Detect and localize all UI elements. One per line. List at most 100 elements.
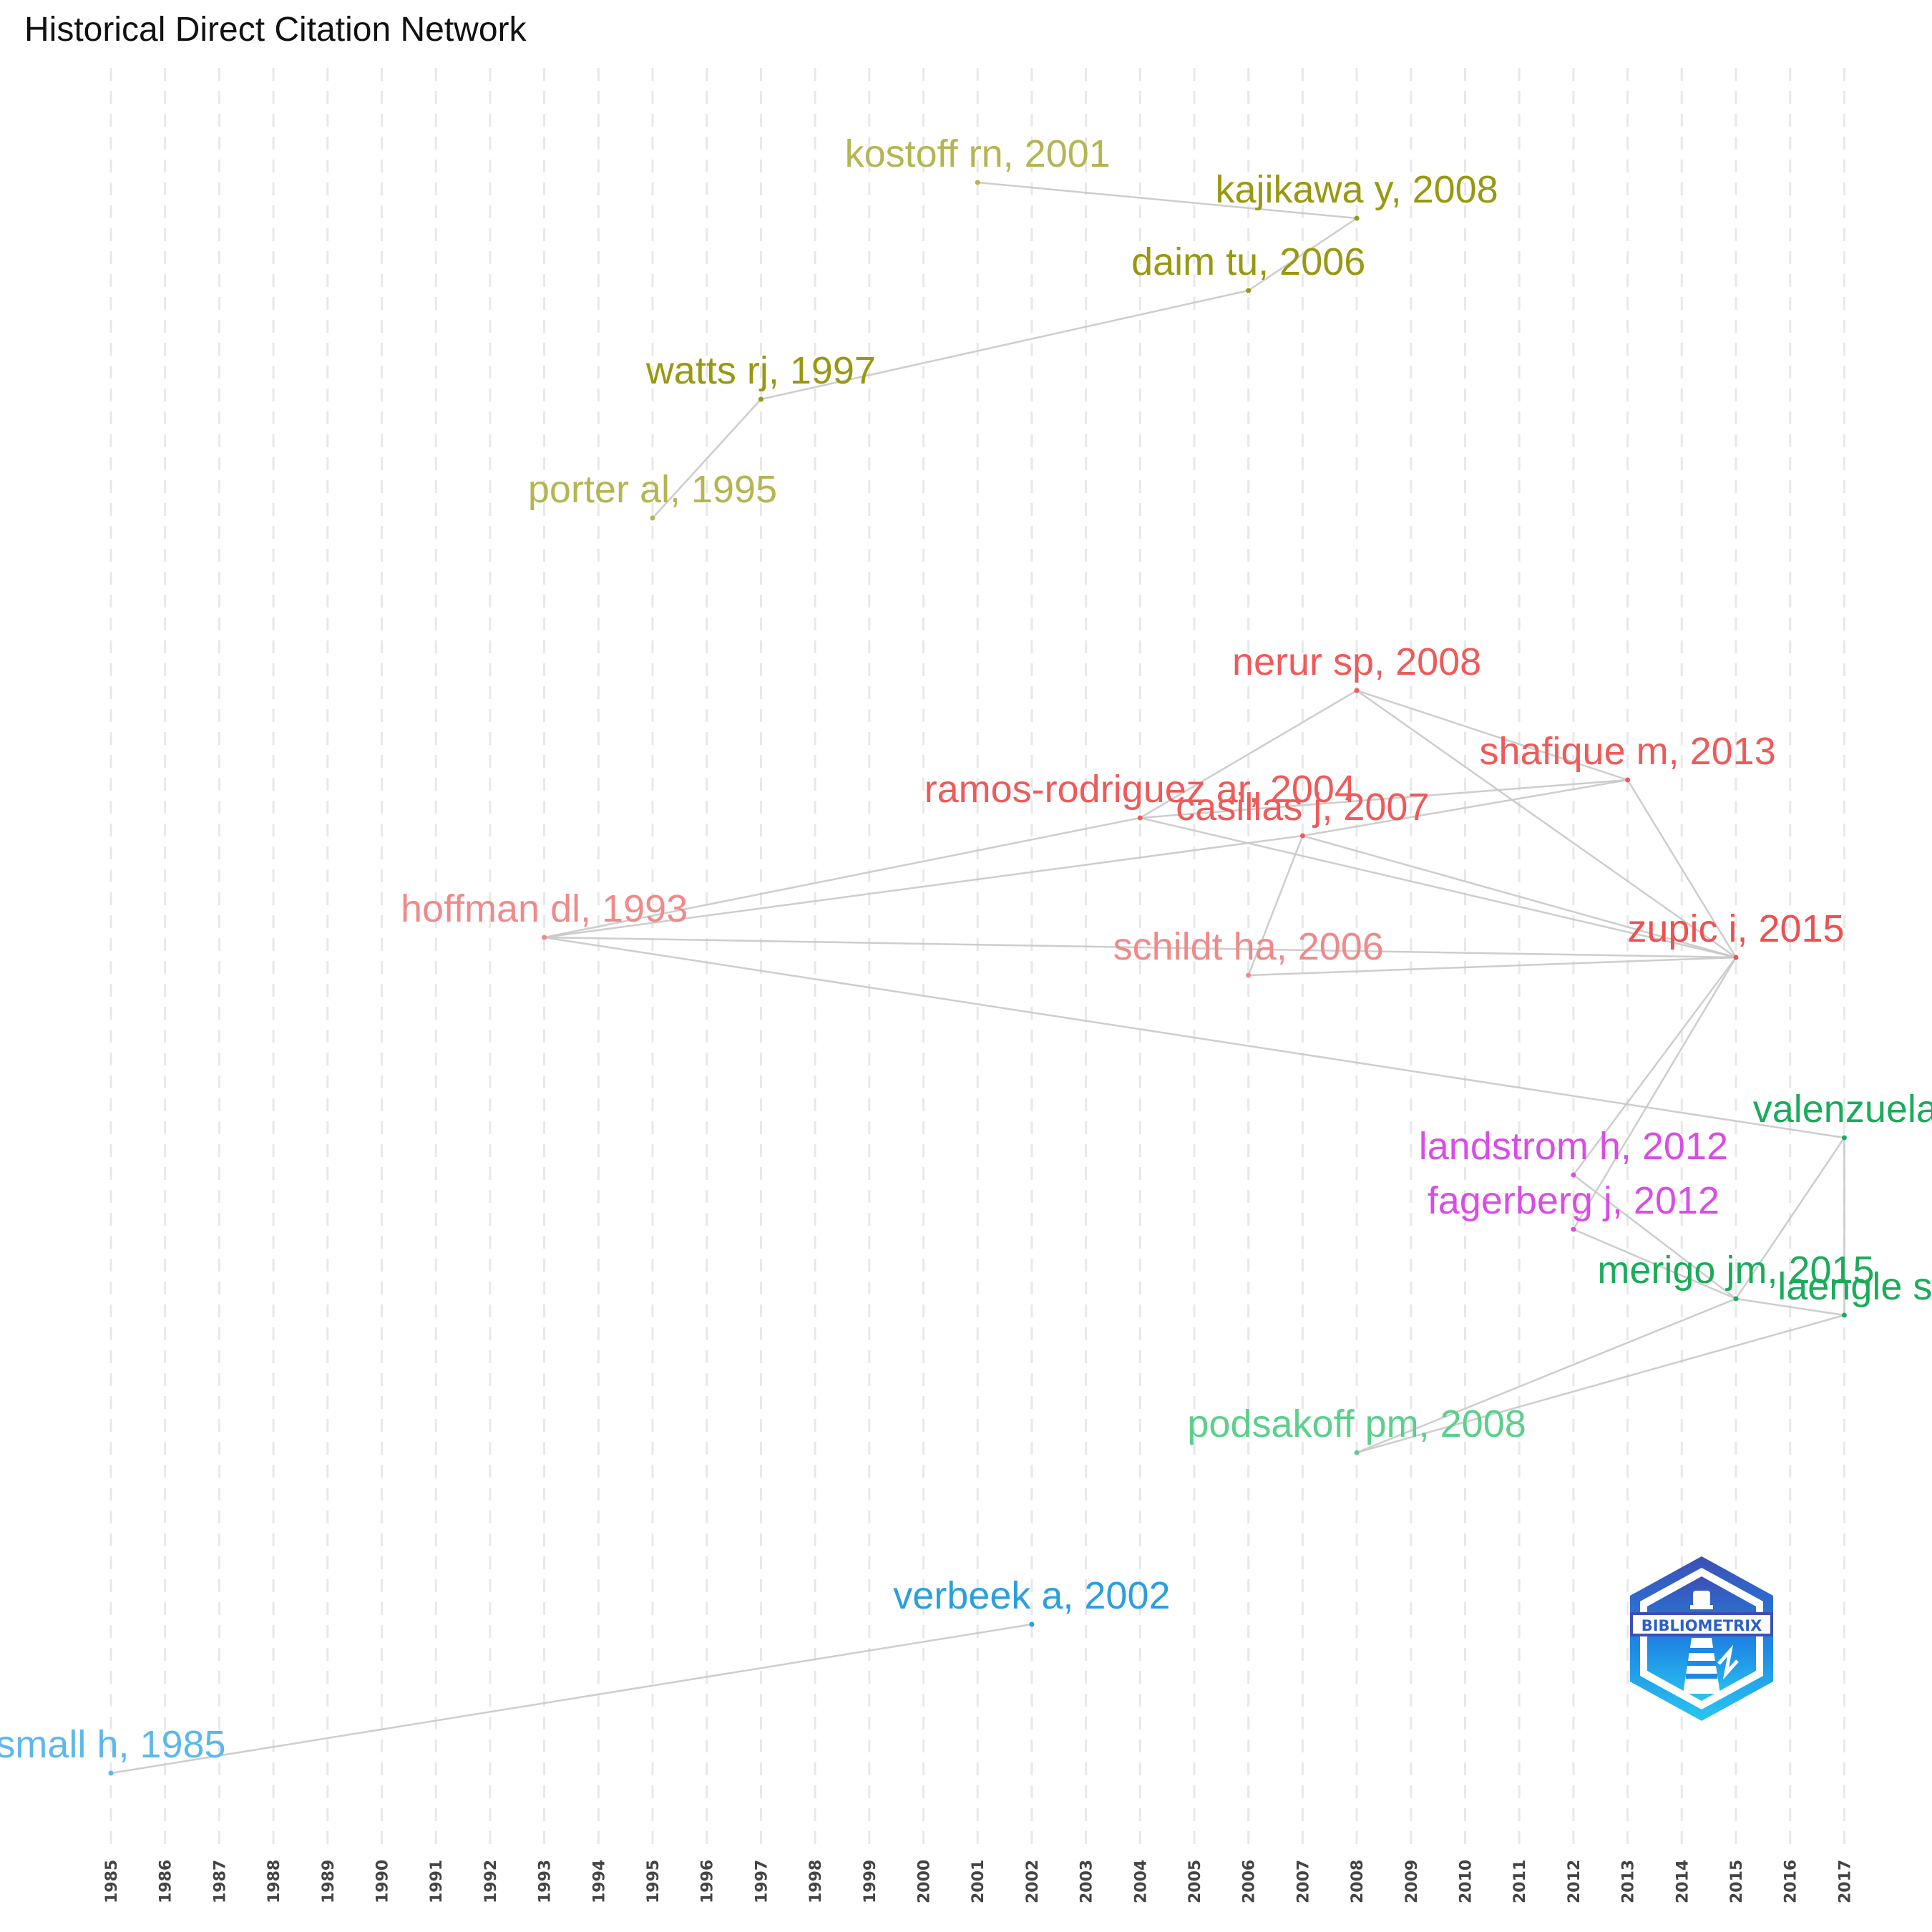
citation-edge bbox=[1572, 957, 1737, 1230]
citation-edge bbox=[1302, 834, 1737, 959]
year-tick-label: 1985 bbox=[103, 1860, 121, 1903]
year-tick-label: 2015 bbox=[1728, 1860, 1746, 1903]
node-small bbox=[108, 1770, 114, 1776]
node-laengle bbox=[1841, 1312, 1847, 1318]
node-schildt bbox=[1246, 972, 1252, 978]
year-tick-label: 1991 bbox=[428, 1860, 446, 1903]
year-tick-label: 1986 bbox=[157, 1860, 175, 1903]
citation-edge bbox=[1356, 689, 1737, 959]
node-label-verbeek: verbeek a, 2002 bbox=[893, 1574, 1170, 1617]
year-tick-label: 2002 bbox=[1024, 1860, 1042, 1903]
year-tick-label: 2017 bbox=[1836, 1860, 1854, 1903]
year-tick-label: 1987 bbox=[211, 1860, 229, 1903]
citation-edge bbox=[977, 181, 1357, 220]
year-tick-label: 2003 bbox=[1078, 1860, 1096, 1903]
year-tick-label: 2010 bbox=[1458, 1860, 1475, 1903]
chart-title: Historical Direct Citation Network bbox=[24, 11, 527, 49]
paper-nodes bbox=[108, 180, 1847, 1776]
node-merigo bbox=[1733, 1296, 1739, 1302]
node-label-fagerberg: fagerberg j, 2012 bbox=[1428, 1179, 1719, 1222]
node-hoffman bbox=[542, 935, 547, 940]
node-shafique bbox=[1625, 777, 1631, 783]
node-landstrom bbox=[1571, 1172, 1576, 1178]
citation-edge bbox=[1626, 779, 1737, 958]
citation-edge bbox=[1248, 956, 1737, 977]
year-tick-label: 2001 bbox=[970, 1860, 987, 1903]
citation-edge bbox=[544, 936, 1737, 959]
year-tick-label: 1999 bbox=[862, 1860, 879, 1903]
year-tick-label: 2008 bbox=[1349, 1860, 1367, 1903]
citation-edge bbox=[1356, 689, 1628, 781]
bibliometrix-logo: BIBLIOMETRIX bbox=[1630, 1556, 1773, 1721]
citation-edge bbox=[110, 1623, 1033, 1775]
node-label-shafique: shafique m, 2013 bbox=[1479, 730, 1775, 773]
citation-edge bbox=[1302, 779, 1628, 837]
node-label-small: small h, 1985 bbox=[0, 1723, 226, 1766]
citation-edge bbox=[1573, 1174, 1737, 1299]
year-tick-label: 1993 bbox=[537, 1860, 555, 1903]
node-label-casillas: casillas j, 2007 bbox=[1176, 786, 1429, 829]
year-tick-label: 1996 bbox=[699, 1860, 717, 1903]
citation-edge bbox=[1735, 1297, 1845, 1317]
node-label-ramos: ramos-rodriguez ar, 2004 bbox=[924, 768, 1356, 811]
node-kostoff bbox=[975, 180, 980, 185]
citation-edge bbox=[1247, 835, 1304, 976]
year-tick-label: 2000 bbox=[916, 1860, 934, 1903]
citation-edge bbox=[544, 936, 1845, 1139]
year-tick-label: 2009 bbox=[1403, 1860, 1421, 1903]
citation-edge bbox=[1356, 1297, 1737, 1454]
node-porter bbox=[650, 515, 655, 521]
year-tick-label: 1998 bbox=[807, 1860, 825, 1903]
year-tick-label: 1997 bbox=[753, 1860, 771, 1903]
citation-edge bbox=[1140, 816, 1737, 959]
node-watts bbox=[758, 396, 763, 402]
year-tick-label: 1994 bbox=[590, 1860, 608, 1903]
citation-edge bbox=[1139, 689, 1357, 819]
node-label-kostoff: kostoff rn, 2001 bbox=[845, 132, 1111, 175]
year-tick-label: 2014 bbox=[1674, 1860, 1692, 1903]
node-fagerberg bbox=[1571, 1226, 1576, 1232]
node-label-schildt: schildt ha, 2006 bbox=[1113, 925, 1384, 968]
year-tick-label: 1990 bbox=[374, 1860, 392, 1903]
citation-edge bbox=[761, 289, 1249, 401]
year-tick-label: 2007 bbox=[1294, 1860, 1312, 1903]
year-tick-label: 2011 bbox=[1511, 1860, 1529, 1903]
node-verbeek bbox=[1029, 1621, 1035, 1627]
node-label-hoffman: hoffman dl, 1993 bbox=[401, 887, 688, 930]
year-tick-label: 2012 bbox=[1566, 1860, 1584, 1903]
node-valenzuela bbox=[1841, 1135, 1847, 1141]
node-label-nerur: nerur sp, 2008 bbox=[1232, 640, 1481, 683]
year-tick-label: 2005 bbox=[1186, 1860, 1204, 1903]
citation-edges bbox=[110, 181, 1845, 1775]
node-label-watts: watts rj, 1997 bbox=[645, 349, 876, 392]
year-tick-label: 1995 bbox=[645, 1860, 663, 1903]
year-tick-label: 2006 bbox=[1241, 1860, 1259, 1903]
node-label-laengle: laengle s, 2017 bbox=[1777, 1265, 1932, 1308]
citation-edge bbox=[1735, 1137, 1845, 1299]
node-label-porter: porter al, 1995 bbox=[528, 468, 777, 511]
citation-edge bbox=[1248, 217, 1357, 292]
node-podsakoff bbox=[1354, 1450, 1360, 1455]
year-tick-label: 1988 bbox=[265, 1860, 283, 1903]
node-kajikawa bbox=[1354, 215, 1360, 221]
citation-edge bbox=[1572, 957, 1737, 1176]
citation-edge bbox=[1140, 779, 1628, 819]
node-label-podsakoff: podsakoff pm, 2008 bbox=[1187, 1402, 1526, 1445]
paper-labels: kostoff rn, 2001 kajikawa y, 2008 daim tu,… bbox=[0, 132, 1932, 1766]
node-zupic bbox=[1733, 955, 1739, 960]
node-label-zupic: zupic i, 2015 bbox=[1627, 907, 1844, 950]
citation-edge bbox=[544, 834, 1303, 939]
year-tick-label: 2004 bbox=[1132, 1860, 1150, 1903]
node-label-kajikawa: kajikawa y, 2008 bbox=[1215, 168, 1498, 211]
citation-edge bbox=[544, 816, 1141, 939]
node-casillas bbox=[1299, 833, 1305, 839]
node-label-merigo: merigo jm, 2015 bbox=[1597, 1249, 1874, 1292]
citation-edge bbox=[652, 399, 762, 519]
citation-edge bbox=[1356, 1314, 1845, 1454]
node-ramos bbox=[1137, 815, 1143, 821]
svg-text:BIBLIOMETRIX: BIBLIOMETRIX bbox=[1641, 1617, 1762, 1634]
node-label-valenzuela: valenzuela l, 2017 bbox=[1753, 1088, 1932, 1131]
node-label-daim: daim tu, 2006 bbox=[1131, 240, 1365, 283]
year-tick-label: 2013 bbox=[1620, 1860, 1638, 1903]
